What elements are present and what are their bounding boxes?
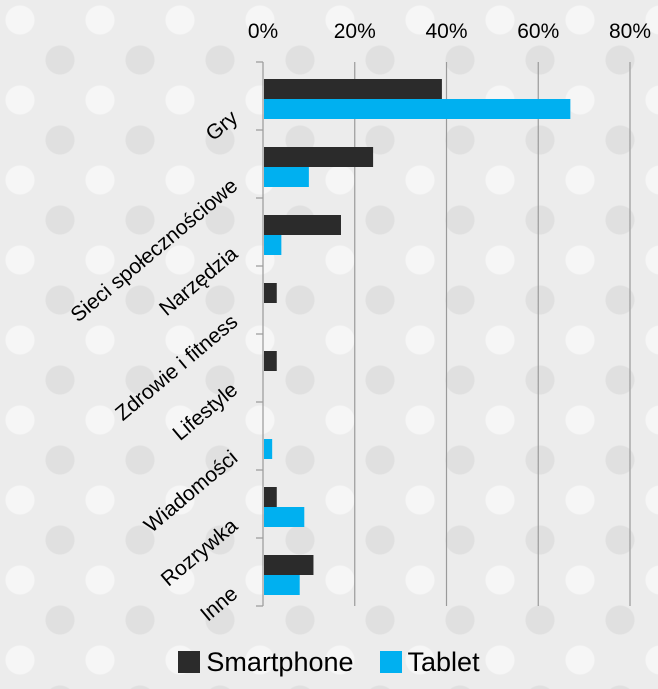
- legend-swatch-tablet: [379, 651, 402, 673]
- category-label: Sieci społecznościowe: [66, 174, 242, 327]
- bar-smartphone: [264, 215, 341, 235]
- legend-swatch-smartphone: [178, 651, 201, 673]
- x-tick-label: 20%: [334, 20, 376, 43]
- bar-tablet: [264, 575, 300, 595]
- bar-smartphone: [264, 283, 277, 303]
- legend-label-tablet: Tablet: [407, 646, 480, 677]
- x-tick-label: 60%: [517, 20, 559, 43]
- category-label: Lifestyle: [168, 378, 242, 445]
- x-tick-label: 40%: [425, 20, 467, 43]
- category-label: Gry: [202, 106, 243, 146]
- bar-tablet: [264, 439, 273, 459]
- legend-item-smartphone: Smartphone: [178, 646, 354, 678]
- bar-tablet: [264, 507, 305, 527]
- x-tick-label: 80%: [609, 20, 651, 43]
- bar-tablet: [264, 235, 282, 255]
- legend-item-tablet: Tablet: [379, 646, 480, 678]
- bar-tablet: [264, 167, 309, 187]
- legend-label-smartphone: Smartphone: [206, 646, 354, 677]
- bar-tablet: [264, 99, 571, 119]
- bar-smartphone: [264, 351, 277, 371]
- category-label: Inne: [196, 582, 242, 626]
- bar-smartphone: [264, 79, 442, 99]
- bar-smartphone: [264, 487, 277, 507]
- bar-smartphone: [264, 555, 314, 575]
- legend: Smartphone Tablet: [0, 642, 658, 682]
- bar-smartphone: [264, 147, 374, 167]
- x-tick-label: 0%: [248, 20, 278, 43]
- category-label: Rozrywka: [157, 514, 243, 591]
